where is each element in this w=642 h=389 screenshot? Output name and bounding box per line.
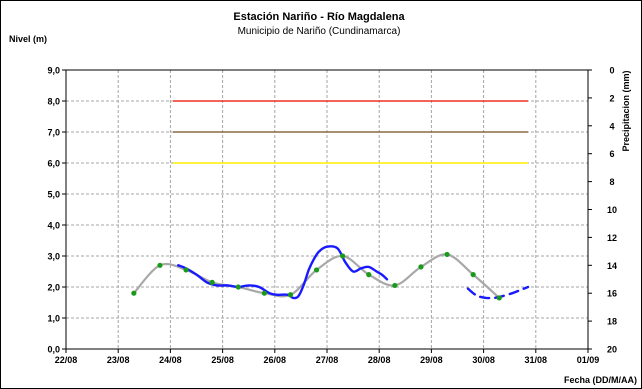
data-point — [287, 292, 294, 298]
y2-axis-label: Precipitacion (mm) — [621, 70, 631, 151]
y2-tick-label: 20 — [607, 345, 617, 355]
y2-tick-label: 18 — [607, 317, 617, 327]
x-tick-label: 22/08 — [55, 355, 78, 365]
x-tick-label: 23/08 — [107, 355, 130, 365]
chart-subtitle: Municipio de Nariño (Cundinamarca) — [238, 26, 401, 37]
tick-labels: 0,0 1,0 2,0 3,0 4,0 5,0 6,0 7,0 8,0 9,0 22/08 23/08… — [47, 66, 617, 366]
data-point — [392, 282, 398, 289]
plot-area-border — [65, 69, 589, 350]
axes — [62, 69, 592, 353]
data-point — [235, 284, 241, 290]
y2-tick-label: 2 — [609, 93, 614, 103]
y-tick-label: 0,0 — [47, 345, 60, 355]
x-tick-label: 29/08 — [420, 355, 443, 365]
y-tick-label: 1,0 — [47, 314, 60, 324]
data-point — [470, 272, 476, 278]
data-point — [183, 267, 189, 273]
data-point — [418, 264, 424, 270]
series-line-2 — [177, 245, 389, 300]
y2-tick-label: 14 — [607, 261, 617, 271]
y-tick-label: 3,0 — [47, 252, 60, 262]
y2-tick-label: 0 — [609, 66, 614, 76]
x-tick-label: 24/08 — [159, 355, 182, 365]
y-tick-label: 2,0 — [47, 283, 60, 293]
x-tick-label: 30/08 — [472, 355, 495, 365]
data-point — [366, 272, 372, 278]
grid — [66, 69, 588, 349]
series-line-3 — [466, 285, 530, 300]
x-tick-label: 28/08 — [368, 355, 391, 365]
x-axis-label: Fecha (DD/M/AA) — [564, 375, 637, 385]
data-point — [496, 295, 502, 301]
y2-tick-label: 16 — [607, 289, 617, 299]
threshold-lines — [173, 100, 528, 164]
series-line-1 — [132, 253, 501, 299]
x-tick-label: 27/08 — [316, 355, 339, 365]
chart-title: Estación Nariño - Río Magdalena — [233, 11, 405, 23]
y2-tick-label: 4 — [609, 121, 614, 131]
x-tick-label: 25/08 — [211, 355, 234, 365]
data-point — [261, 290, 267, 296]
data-point — [313, 267, 320, 273]
y-tick-label: 7,0 — [47, 128, 60, 138]
data-points — [131, 251, 502, 301]
x-tick-label: 31/08 — [525, 355, 548, 365]
y-tick-label: 4,0 — [47, 221, 60, 231]
data-point — [340, 253, 346, 259]
y-tick-label: 8,0 — [47, 97, 60, 107]
y2-tick-label: 10 — [607, 205, 617, 215]
data-point — [444, 251, 450, 258]
data-point — [209, 279, 215, 285]
y2-tick-label: 8 — [609, 177, 614, 187]
series-lines — [132, 245, 530, 300]
y-axis-label: Nivel (m) — [9, 34, 47, 44]
y-tick-label: 5,0 — [47, 190, 60, 200]
x-tick-label: 26/08 — [264, 355, 287, 365]
x-tick-label: 01/09 — [577, 355, 600, 365]
y2-tick-label: 6 — [609, 149, 614, 159]
y-tick-label: 9,0 — [47, 66, 60, 76]
data-point — [157, 262, 163, 268]
y2-tick-label: 12 — [607, 233, 617, 243]
data-point — [131, 290, 137, 296]
y-tick-label: 6,0 — [47, 159, 60, 169]
